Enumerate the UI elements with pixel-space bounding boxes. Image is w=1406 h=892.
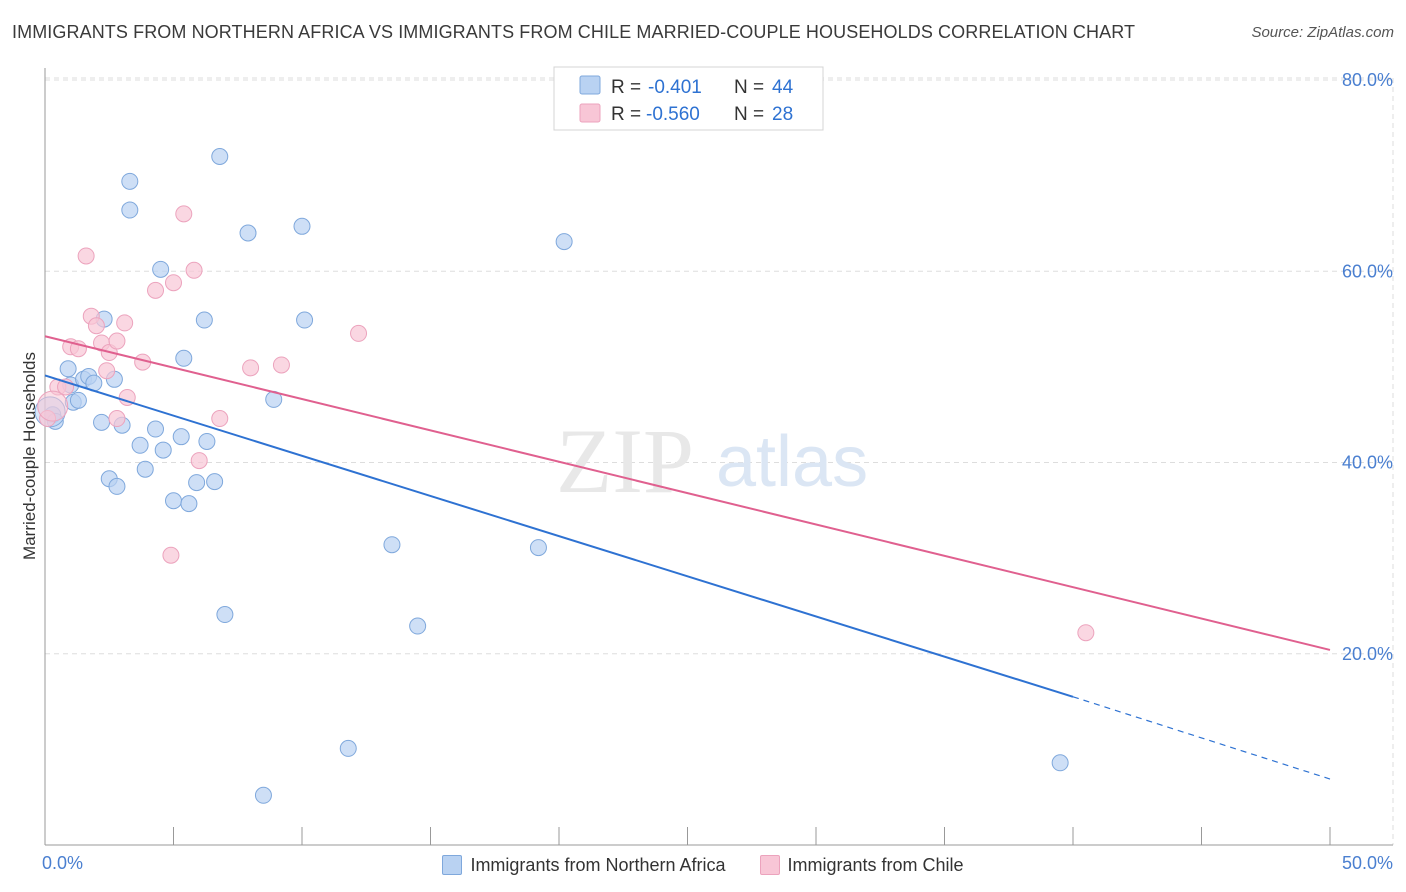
y-axis-label: Married-couple Households [20,352,39,560]
y-tick-label: 40.0% [1342,453,1393,473]
data-point-chile [1077,624,1095,642]
y-tick-label: 20.0% [1342,644,1393,664]
data-point-northern-africa [147,420,165,438]
data-point-chile [350,324,368,342]
legend-r-value: -0.401 [648,77,702,98]
legend-label-chile: Immigrants from Chile [787,854,964,875]
data-point-chile [211,410,229,428]
data-point-northern-africa [188,474,206,492]
points-layer [34,148,1095,804]
data-point-northern-africa [383,536,401,554]
legend-swatch-pink [579,103,601,123]
x-tick-label: 50.0% [1342,853,1393,873]
data-point-northern-africa [180,495,198,513]
grid-layer [45,77,1394,845]
data-point-chile [98,362,116,380]
data-point-northern-africa [108,477,126,495]
data-point-northern-africa [1051,754,1069,772]
data-point-chile [37,390,69,422]
data-point-northern-africa [152,260,170,278]
data-point-chile [147,281,165,299]
data-point-northern-africa [195,311,213,329]
data-point-chile [108,410,126,428]
data-point-northern-africa [409,617,427,635]
legend-n-value: 28 [772,104,793,125]
watermark-atlas: atlas [716,422,868,502]
data-point-northern-africa [175,349,193,367]
data-point-chile [185,261,203,279]
data-point-chile [190,452,208,470]
data-point-northern-africa [239,224,257,242]
trend-line-northern-africa-extension [1072,696,1331,780]
data-point-chile [165,274,182,292]
legend-label-northern-africa: Immigrants from Northern Africa [470,854,726,875]
legend-r-label: R = [611,104,641,125]
data-point-chile [175,205,193,223]
legend-r-value: -0.560 [646,104,700,125]
watermark: ZIP atlas [556,410,868,512]
legend-n-label: N = [734,77,764,98]
data-point-northern-africa [69,391,87,409]
data-point-chile [108,332,126,350]
data-point-northern-africa [216,606,234,624]
trend-line-northern-africa [44,374,1074,698]
data-point-northern-africa [93,413,111,431]
axis-layer: 20.0% 40.0% 60.0% 80.0% 0.0% 50.0% [42,68,1393,873]
watermark-zip: ZIP [556,410,694,512]
data-point-northern-africa [121,201,139,219]
legend-swatch-pink [759,855,780,875]
data-point-chile [272,356,290,374]
data-point-northern-africa [529,539,547,557]
x-tick-label: 0.0% [42,853,83,873]
series-legend: Immigrants from Northern Africa Immigran… [0,851,1406,879]
y-tick-label: 60.0% [1342,261,1393,281]
data-point-northern-africa [211,148,229,165]
data-point-northern-africa [296,311,314,329]
data-point-northern-africa [131,436,149,454]
source-credit: Source: ZipAtlas.com [1251,24,1394,41]
data-point-chile [87,317,105,335]
data-point-northern-africa [172,428,190,446]
trend-line-chile [44,335,1331,651]
data-point-northern-africa [198,432,216,450]
data-point-northern-africa [254,786,272,804]
data-point-northern-africa [206,473,224,491]
data-point-northern-africa [555,233,573,251]
correlation-legend: R = -0.401 N = 44 R = -0.560 N = 28 [553,66,824,131]
data-point-chile [242,359,260,377]
data-point-northern-africa [154,441,172,459]
data-point-chile [162,546,180,564]
y-tick-label: 80.0% [1342,70,1393,90]
legend-item-northern-africa: Immigrants from Northern Africa [442,854,726,876]
data-point-northern-africa [165,492,182,510]
legend-swatch-blue [579,75,601,95]
data-point-chile [116,314,134,332]
data-point-northern-africa [136,460,154,478]
legend-n-value: 44 [772,77,794,98]
legend-r-label: R = [611,77,641,98]
legend-swatch-blue [442,855,463,875]
legend-item-chile: Immigrants from Chile [759,854,964,876]
data-point-northern-africa [59,360,77,378]
trend-layer [44,335,1331,780]
data-point-northern-africa [339,739,357,757]
data-point-chile [77,247,95,265]
data-point-northern-africa [121,172,139,190]
data-point-northern-africa [293,217,311,235]
legend-n-label: N = [734,104,764,125]
chart-title: IMMIGRANTS FROM NORTHERN AFRICA VS IMMIG… [12,22,1136,42]
